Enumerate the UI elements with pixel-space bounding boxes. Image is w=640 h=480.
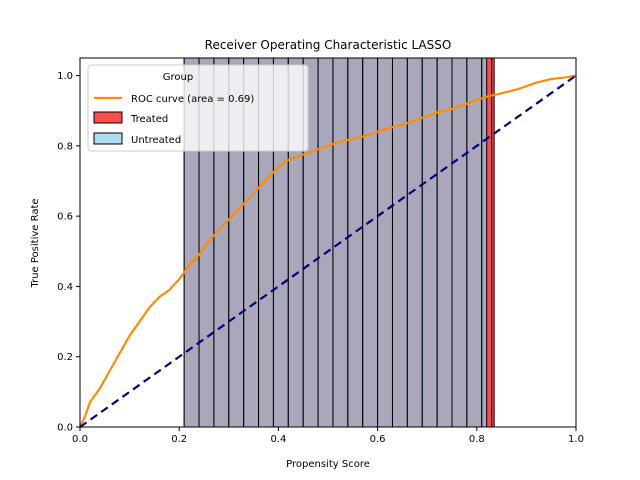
legend-entry-untreated: Untreated bbox=[131, 135, 181, 146]
x-tick-label: 0.4 bbox=[270, 434, 286, 445]
untreated-bar bbox=[391, 57, 408, 428]
legend-treated-swatch bbox=[93, 111, 123, 124]
y-tick-label: 0.0 bbox=[57, 423, 73, 434]
untreated-bar bbox=[347, 57, 364, 428]
legend: Group ROC curve (area = 0.69) Treated Untre… bbox=[87, 64, 309, 152]
y-tick-label: 0.8 bbox=[57, 141, 73, 152]
x-tick-label: 1.0 bbox=[568, 434, 584, 445]
x-tick-label: 0.6 bbox=[370, 434, 386, 445]
legend-entry-treated: Treated bbox=[130, 114, 168, 125]
y-tick-label: 1.0 bbox=[57, 71, 73, 82]
legend-box bbox=[87, 64, 309, 152]
untreated-bar bbox=[406, 57, 423, 428]
legend-title: Group bbox=[163, 72, 193, 83]
legend-untreated-swatch bbox=[93, 132, 123, 145]
x-tick-label: 0.8 bbox=[469, 434, 485, 445]
untreated-bar bbox=[466, 57, 483, 428]
chart-title: Receiver Operating Characteristic LASSO bbox=[205, 38, 452, 52]
y-tick-label: 0.4 bbox=[57, 282, 73, 293]
untreated-bar bbox=[362, 57, 379, 428]
x-tick-label: 0.0 bbox=[72, 434, 88, 445]
untreated-bar bbox=[481, 57, 488, 428]
untreated-bar bbox=[317, 57, 334, 428]
chance-diagonal-line bbox=[79, 74, 577, 428]
untreated-bar bbox=[377, 57, 393, 428]
roc-curve-line bbox=[79, 74, 577, 428]
legend-entry-roc: ROC curve (area = 0.69) bbox=[131, 94, 254, 105]
untreated-bar bbox=[451, 57, 468, 428]
treated-bar bbox=[491, 57, 495, 428]
y-axis-label: True Positive Rate bbox=[30, 198, 41, 288]
x-axis-label: Propensity Score bbox=[286, 459, 370, 470]
axes-frame bbox=[79, 57, 577, 428]
y-tick-label: 0.6 bbox=[57, 212, 73, 223]
x-tick-label: 0.2 bbox=[171, 434, 187, 445]
untreated-bar bbox=[436, 57, 453, 428]
y-tick-label: 0.2 bbox=[57, 352, 73, 363]
